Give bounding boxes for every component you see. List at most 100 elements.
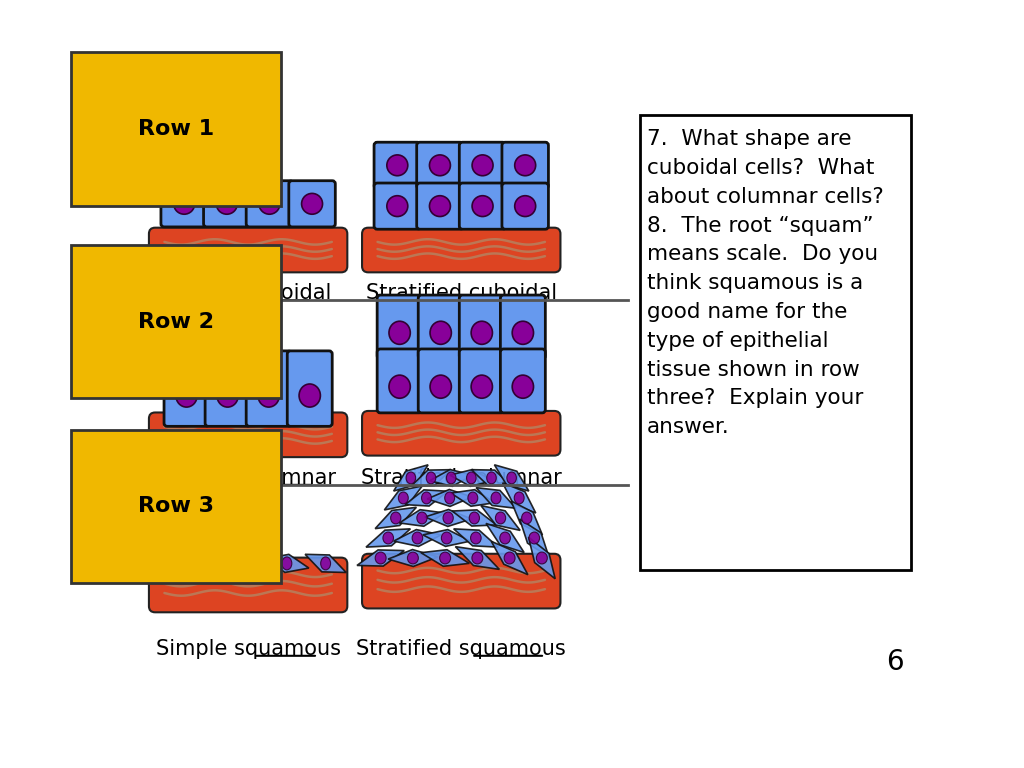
FancyBboxPatch shape [377, 349, 422, 413]
Ellipse shape [429, 155, 451, 176]
FancyBboxPatch shape [205, 351, 250, 426]
Text: Row 2: Row 2 [138, 312, 214, 332]
Ellipse shape [389, 321, 411, 344]
Ellipse shape [383, 532, 393, 544]
FancyBboxPatch shape [640, 115, 910, 570]
Ellipse shape [467, 472, 476, 484]
Ellipse shape [468, 492, 478, 504]
Polygon shape [456, 547, 500, 569]
Polygon shape [511, 501, 543, 535]
Ellipse shape [446, 472, 456, 484]
Ellipse shape [439, 552, 451, 564]
Polygon shape [519, 519, 549, 557]
FancyBboxPatch shape [246, 351, 291, 426]
Ellipse shape [472, 155, 493, 176]
FancyBboxPatch shape [164, 351, 209, 426]
Polygon shape [305, 554, 346, 572]
Ellipse shape [472, 552, 483, 564]
Ellipse shape [412, 532, 423, 544]
FancyBboxPatch shape [501, 349, 546, 413]
Ellipse shape [429, 196, 451, 217]
Polygon shape [366, 529, 411, 547]
Ellipse shape [537, 552, 547, 564]
Ellipse shape [504, 552, 515, 564]
FancyBboxPatch shape [362, 227, 560, 273]
Ellipse shape [217, 384, 239, 407]
Text: Stratified columnar: Stratified columnar [360, 468, 561, 488]
FancyBboxPatch shape [460, 183, 506, 229]
Ellipse shape [512, 321, 534, 344]
Ellipse shape [472, 196, 493, 217]
Ellipse shape [514, 492, 524, 504]
Ellipse shape [174, 194, 195, 214]
Polygon shape [430, 469, 473, 486]
FancyBboxPatch shape [362, 554, 560, 608]
Text: Simple columnar: Simple columnar [160, 468, 336, 488]
Polygon shape [486, 524, 524, 552]
Ellipse shape [375, 552, 386, 564]
FancyBboxPatch shape [362, 411, 560, 455]
FancyBboxPatch shape [460, 295, 504, 359]
Polygon shape [421, 550, 469, 566]
Ellipse shape [387, 196, 408, 217]
Ellipse shape [426, 472, 436, 484]
Ellipse shape [471, 375, 493, 399]
FancyBboxPatch shape [148, 558, 347, 612]
Ellipse shape [282, 557, 292, 570]
FancyBboxPatch shape [417, 142, 463, 188]
Polygon shape [451, 490, 495, 506]
Ellipse shape [408, 552, 419, 564]
Ellipse shape [471, 321, 493, 344]
Polygon shape [423, 530, 470, 546]
Ellipse shape [389, 375, 411, 399]
FancyBboxPatch shape [418, 295, 463, 359]
Ellipse shape [398, 492, 409, 504]
Polygon shape [375, 508, 417, 528]
Ellipse shape [417, 512, 427, 524]
FancyBboxPatch shape [418, 349, 463, 413]
Ellipse shape [529, 532, 540, 544]
Polygon shape [528, 538, 555, 579]
Polygon shape [388, 550, 437, 567]
Ellipse shape [430, 375, 452, 399]
Ellipse shape [216, 194, 238, 214]
Polygon shape [425, 509, 471, 526]
Text: Stratified squamous: Stratified squamous [356, 639, 566, 659]
FancyBboxPatch shape [460, 349, 504, 413]
Ellipse shape [469, 512, 479, 524]
Ellipse shape [205, 557, 214, 570]
Ellipse shape [390, 512, 400, 524]
Ellipse shape [486, 472, 497, 484]
FancyBboxPatch shape [204, 180, 250, 227]
FancyBboxPatch shape [417, 183, 463, 229]
Ellipse shape [471, 532, 481, 544]
FancyBboxPatch shape [288, 351, 332, 426]
Ellipse shape [407, 472, 416, 484]
Text: 6: 6 [887, 648, 904, 676]
FancyBboxPatch shape [374, 183, 421, 229]
Ellipse shape [496, 512, 506, 524]
Ellipse shape [507, 472, 516, 484]
Ellipse shape [444, 492, 455, 504]
Ellipse shape [302, 194, 323, 214]
Ellipse shape [512, 375, 534, 399]
Polygon shape [481, 505, 520, 531]
Text: 7.  What shape are
cuboidal cells?  What
about columnar cells?
8.  The root “squ: 7. What shape are cuboidal cells? What a… [647, 129, 884, 437]
FancyBboxPatch shape [148, 227, 347, 273]
Polygon shape [503, 483, 536, 513]
Polygon shape [151, 554, 191, 572]
Polygon shape [187, 554, 231, 572]
Ellipse shape [443, 512, 454, 524]
FancyBboxPatch shape [501, 295, 546, 359]
Polygon shape [454, 529, 498, 547]
Polygon shape [427, 489, 472, 506]
Polygon shape [393, 530, 441, 546]
FancyBboxPatch shape [148, 412, 347, 457]
Ellipse shape [259, 194, 280, 214]
Polygon shape [357, 550, 404, 566]
Polygon shape [453, 510, 497, 526]
Polygon shape [471, 470, 512, 486]
Ellipse shape [299, 384, 321, 407]
Text: Simple cuboidal: Simple cuboidal [165, 283, 332, 303]
Ellipse shape [515, 155, 536, 176]
